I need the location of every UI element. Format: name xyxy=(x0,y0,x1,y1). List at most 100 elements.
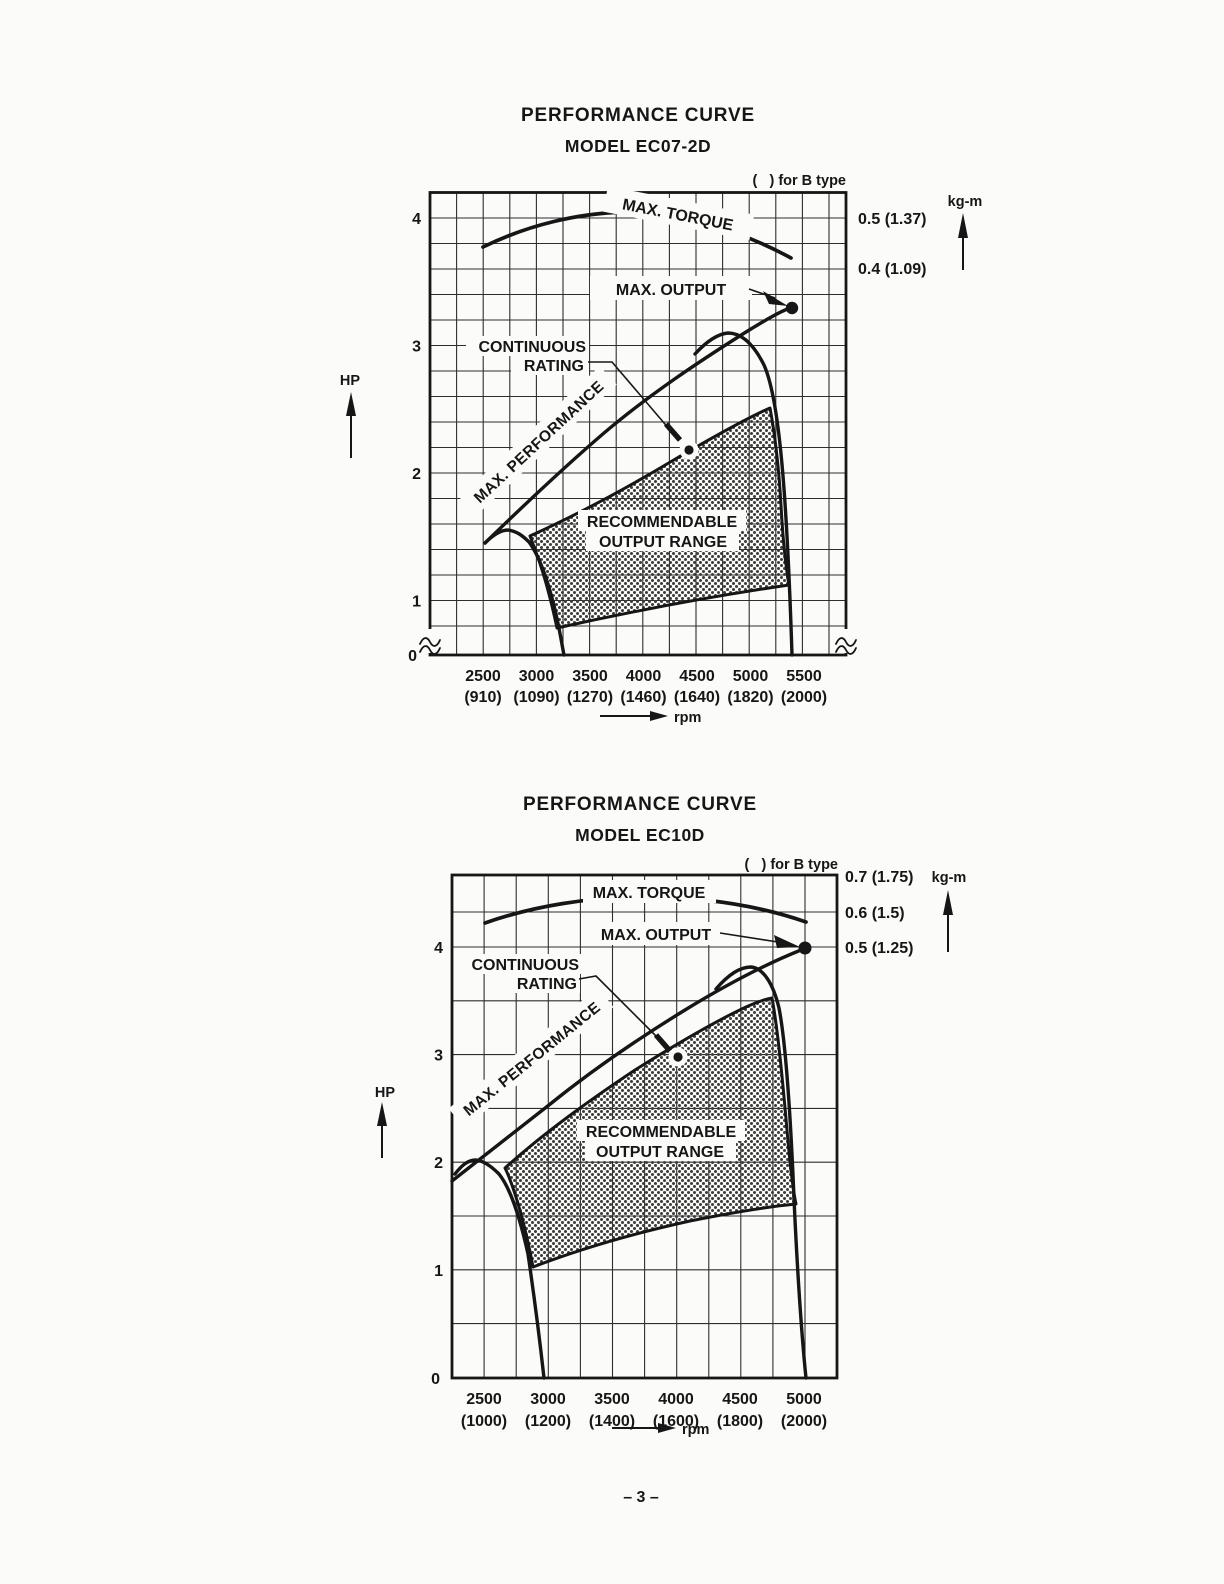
chart2-rpm-tick: 4500 xyxy=(722,1391,758,1408)
chart2-rpm-tick: 2500 xyxy=(466,1391,502,1408)
chart2-kgm-up-arrow-icon xyxy=(943,890,953,952)
chart1-btype-tick: (2000) xyxy=(781,689,827,706)
page-number: – 3 – xyxy=(623,1489,659,1506)
chart2-range-label-bg2 xyxy=(585,1141,736,1161)
chart2-range-label-bg1 xyxy=(577,1120,745,1141)
chart1-continuous-rating-label-line2: RATING xyxy=(524,358,584,375)
chart1-max-performance-curve xyxy=(483,306,792,545)
chart2-max-output-label-bg xyxy=(590,922,722,945)
chart1-btype-tick: (1640) xyxy=(674,689,720,706)
chart2-btype-tick: (1000) xyxy=(461,1413,507,1430)
chart2-max-output-label: MAX. OUTPUT xyxy=(601,927,711,944)
chart1-model: MODEL EC07-2D xyxy=(565,136,711,156)
chart1-max-torque-labelgroup: MAX. TORQUE xyxy=(603,186,755,241)
chart2-rpm-tick: 4000 xyxy=(658,1391,694,1408)
chart2-kgm-unit-label: kg-m xyxy=(932,870,967,886)
chart2-title: PERFORMANCE CURVE xyxy=(523,794,757,815)
chart1-rpm-tick: 5000 xyxy=(733,668,769,685)
chart1-rpm-tick: 3000 xyxy=(519,668,555,685)
chart1-range-label-bg2 xyxy=(586,531,739,551)
chart1-rpm-tick: 5500 xyxy=(786,668,822,685)
chart1-max-performance-label: MAX. PERFORMANCE xyxy=(471,378,608,507)
chart2-b-type-note: ( ) for B type xyxy=(745,857,838,873)
chart2-hp-tick-2: 2 xyxy=(434,1155,443,1172)
chart2-rpm-tick: 3500 xyxy=(594,1391,630,1408)
chart1-max-torque-label-bg xyxy=(603,186,755,241)
chart1-hp-up-arrow-icon xyxy=(346,392,356,458)
chart2-rpm-ticks: 2500 3000 3500 4000 4500 5000 (1000) (12… xyxy=(461,1391,827,1430)
chart1-droop-left-curve xyxy=(483,528,566,657)
chart1-continuous-rating-leader xyxy=(588,361,677,438)
chart1-hp-tick-1: 1 xyxy=(412,594,421,611)
chart2-hp-tick-1: 1 xyxy=(434,1263,443,1280)
chart2-max-performance-label: MAX. PERFORMANCE xyxy=(461,999,605,1120)
chart2-continuous-rating-leader-arrow xyxy=(653,1033,673,1053)
chart1-btype-tick: (1820) xyxy=(727,689,773,706)
chart1-hp-tick-4: 4 xyxy=(412,211,421,228)
chart1-btype-tick: (1270) xyxy=(567,689,613,706)
chart2-torque-tick-07: 0.7 (1.75) xyxy=(845,869,913,886)
chart2-continuous-label-bg1 xyxy=(456,954,582,974)
chart2-continuous-label-bg2 xyxy=(502,973,580,993)
chart1-hp-tick-2: 2 xyxy=(412,466,421,483)
chart2-continuous-rating-leader xyxy=(578,975,665,1045)
chart1-max-output-label-bg xyxy=(590,276,752,300)
chart2-rpm-arrow-icon xyxy=(612,1423,676,1433)
chart2-max-output-arrowhead xyxy=(774,935,800,948)
chart2-range-label-line2: OUTPUT RANGE xyxy=(596,1144,724,1161)
chart2-btype-tick: (1800) xyxy=(717,1413,763,1430)
chart2-max-torque-label: MAX. TORQUE xyxy=(593,885,706,902)
chart1-continuous-label-bg1 xyxy=(466,336,589,356)
chart2-continuous-rating-label-line2: RATING xyxy=(517,976,577,993)
chart2-torque-tick-05: 0.5 (1.25) xyxy=(845,940,913,957)
chart1-rpm-tick: 2500 xyxy=(465,668,501,685)
chart1-max-output-arrowhead xyxy=(763,291,788,306)
chart2-max-output-leader xyxy=(719,932,779,943)
chart1-kgm-unit-label: kg-m xyxy=(948,194,983,210)
chart1-title: PERFORMANCE CURVE xyxy=(521,105,755,126)
chart1-droop-right-curve xyxy=(693,331,794,657)
chart2-range-label-line1: RECOMMENDABLE xyxy=(586,1124,737,1141)
chart2-hp-tick-3: 3 xyxy=(434,1048,443,1065)
chart1-continuous-rating-label-line1: CONTINUOUS xyxy=(478,339,586,356)
chart2-torque-tick-06: 0.6 (1.5) xyxy=(845,905,905,922)
chart2-rpm-unit-label: rpm xyxy=(682,1422,709,1438)
chart2-continuous-rating-label-line1: CONTINUOUS xyxy=(471,957,579,974)
chart-ec10d: PERFORMANCE CURVE MODEL EC10D ( ) for B … xyxy=(375,794,966,1438)
chart1-btype-tick: (910) xyxy=(464,689,501,706)
chart2-btype-tick: (1400) xyxy=(589,1413,635,1430)
chart1-rpm-ticks: 2500 3000 3500 4000 4500 5000 5500 (910)… xyxy=(464,668,827,706)
chart2-btype-tick: (2000) xyxy=(781,1413,827,1430)
chart2-droop-right-curve xyxy=(714,965,808,1380)
chart2-model: MODEL EC10D xyxy=(575,825,705,845)
chart1-b-type-note: ( ) for B type xyxy=(753,173,846,189)
chart2-max-performance-label-bg xyxy=(448,987,614,1128)
chart2-hp-ticks: 4 3 2 1 0 xyxy=(431,940,443,1388)
chart1-hp-ticks: 4 3 2 1 0 xyxy=(408,211,421,665)
chart1-axis-break-right xyxy=(835,637,857,655)
chart2-rpm-tick: 3000 xyxy=(530,1391,566,1408)
chart-ec07-2d: PERFORMANCE CURVE MODEL EC07-2D ( ) for … xyxy=(340,105,982,726)
chart1-torque-tick-04: 0.4 (1.09) xyxy=(858,261,926,278)
chart1-rpm-tick: 3500 xyxy=(572,668,608,685)
chart2-hp-unit-label: HP xyxy=(375,1085,395,1101)
chart1-range-label-line2: OUTPUT RANGE xyxy=(599,534,727,551)
chart1-kgm-up-arrow-icon xyxy=(958,213,968,270)
chart2-max-output-point xyxy=(798,941,812,955)
chart1-continuous-rating-leader-arrow xyxy=(663,422,683,442)
chart1-continuous-rating-point xyxy=(684,445,694,455)
chart1-torque-tick-05: 0.5 (1.37) xyxy=(858,211,926,228)
chart2-max-torque-label-bg xyxy=(583,880,716,903)
chart1-rpm-arrow-icon xyxy=(600,711,668,721)
chart2-droop-left-curve xyxy=(453,1158,546,1380)
chart1-hp-tick-0: 0 xyxy=(408,648,417,665)
chart1-max-performance-label-bg xyxy=(459,366,617,516)
chart2-hp-tick-0: 0 xyxy=(431,1371,440,1388)
chart1-hp-tick-3: 3 xyxy=(412,339,421,356)
chart1-btype-tick: (1090) xyxy=(513,689,559,706)
chart1-range-label-bg1 xyxy=(578,510,746,531)
chart2-hp-up-arrow-icon xyxy=(377,1102,387,1158)
chart1-max-output-point xyxy=(785,301,799,315)
